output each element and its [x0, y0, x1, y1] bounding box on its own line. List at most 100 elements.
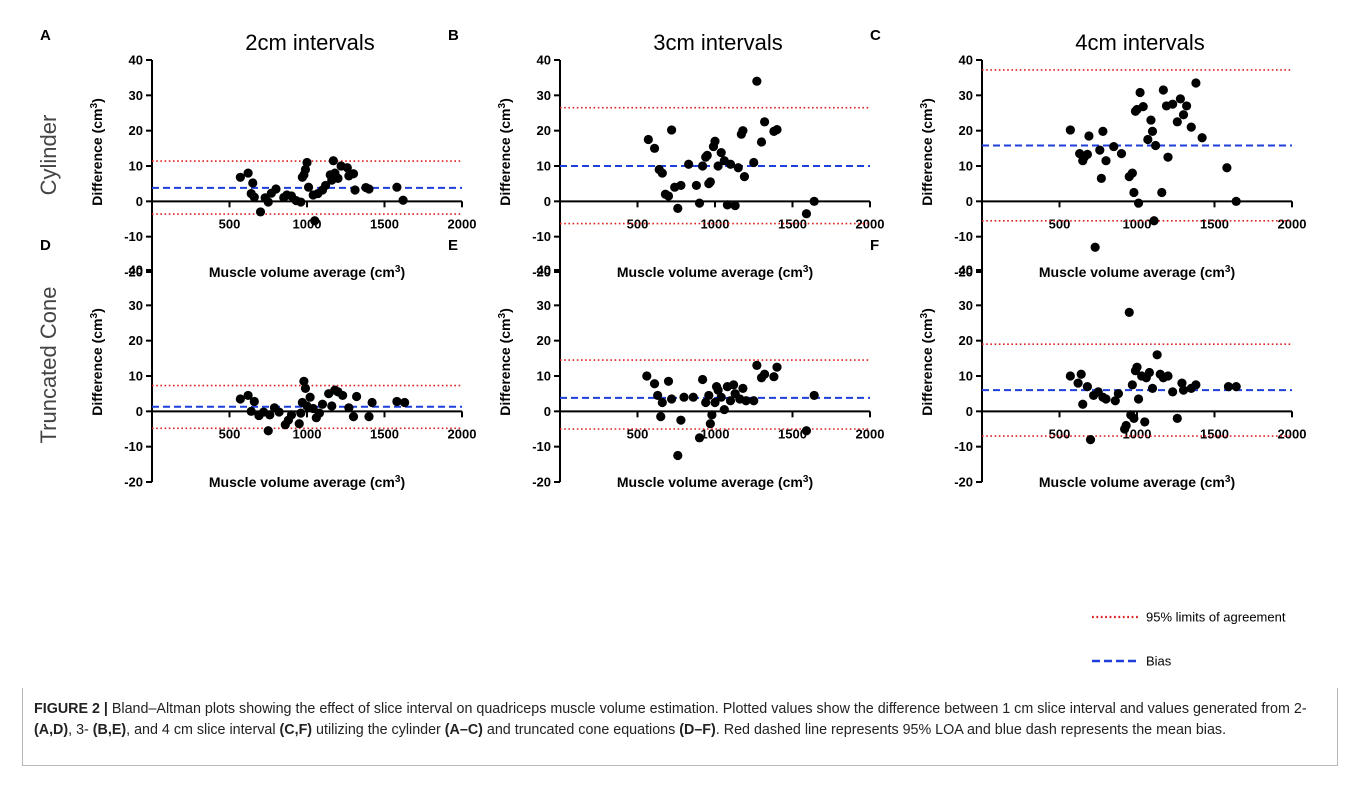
data-point [1186, 122, 1196, 132]
panel-f: F -20 -10 0 10 20 30 40 500 1000 1500 2000 Differenc… [870, 237, 1306, 490]
data-point [1149, 216, 1159, 226]
caption-frame [22, 688, 1338, 766]
y-tick-label: 20 [129, 333, 143, 348]
y-tick-label: -20 [954, 265, 973, 280]
data-point [1082, 382, 1092, 392]
data-point [243, 390, 253, 401]
y-tick-label: 40 [537, 53, 551, 68]
data-point [1133, 394, 1144, 404]
caption-part: (B,E) [92, 722, 127, 738]
data-point [752, 360, 762, 370]
x-axis-title: Muscle volume average (cm3) [209, 474, 405, 491]
data-point [1127, 380, 1137, 390]
x-axis-title: Muscle volume average (cm3) [209, 264, 405, 281]
data-point [1222, 163, 1232, 173]
data-point [679, 392, 689, 402]
x-tick-label: 2000 [1278, 426, 1307, 441]
caption-part: . Red dashed line represents 95% LOA and… [715, 722, 1227, 738]
data-point [1113, 389, 1123, 399]
column-title-3: 4cm intervals [1075, 30, 1205, 55]
data-point [1172, 117, 1182, 127]
data-point [263, 426, 273, 436]
data-point [738, 383, 748, 393]
data-point [1143, 134, 1153, 145]
legend-label-2: Bias [1146, 654, 1172, 669]
y-tick-label: 30 [129, 298, 143, 313]
y-tick-label: -20 [532, 475, 551, 490]
y-tick-label: 0 [966, 404, 973, 419]
y-tick-label: 40 [959, 263, 973, 278]
data-point [249, 192, 259, 202]
data-point [1144, 367, 1154, 378]
data-point [684, 159, 694, 169]
data-point [656, 412, 666, 422]
caption-part: and truncated cone equations [482, 722, 680, 738]
data-point [317, 399, 328, 409]
x-tick-label: 500 [219, 216, 241, 231]
caption-part: (C,F) [279, 722, 313, 738]
data-point [1065, 125, 1075, 135]
y-tick-label: 10 [537, 159, 551, 174]
y-axis-title: Difference (cm3) [497, 308, 514, 416]
data-point [1231, 382, 1241, 392]
data-point [657, 168, 667, 178]
data-point [342, 163, 352, 173]
panel-e: E -20 -10 0 10 20 30 40 500 1000 1500 2000 Differenc… [448, 237, 884, 490]
data-point [739, 172, 750, 182]
data-point [1135, 87, 1145, 98]
caption-label: FIGURE 2 | [34, 701, 108, 717]
data-point [1109, 141, 1119, 152]
y-tick-label: 20 [959, 333, 973, 348]
data-point [265, 410, 275, 420]
data-point [286, 410, 297, 420]
data-point [707, 410, 717, 420]
y-tick-label: -10 [124, 439, 143, 454]
data-point [756, 137, 767, 147]
x-tick-label: 1500 [1200, 426, 1229, 441]
data-point [772, 125, 782, 135]
data-point [303, 182, 314, 192]
data-point [1175, 94, 1185, 104]
data-point [676, 180, 686, 191]
row-title-1: Cylinder [36, 115, 61, 196]
data-point [713, 161, 723, 171]
data-point [321, 180, 331, 191]
caption-part: (A–C) [444, 722, 483, 738]
data-point [271, 184, 281, 194]
data-point [760, 369, 770, 379]
x-axis-title: Muscle volume average (cm3) [617, 264, 813, 281]
y-tick-label: 0 [136, 194, 143, 209]
data-point [246, 406, 256, 416]
data-point [1163, 152, 1173, 162]
y-tick-label: -10 [954, 439, 973, 454]
data-point [694, 433, 705, 443]
data-point [255, 207, 266, 217]
data-point [328, 156, 338, 166]
data-point [733, 163, 743, 173]
y-axis-title: Difference (cm3) [919, 308, 936, 416]
data-point [1168, 387, 1178, 397]
data-point [1177, 378, 1187, 388]
data-point [1172, 413, 1182, 423]
y-tick-label: 20 [537, 333, 551, 348]
y-tick-label: 20 [959, 123, 973, 138]
data-point [716, 392, 726, 402]
data-point [398, 195, 408, 205]
data-point [1073, 378, 1083, 388]
data-point [1133, 198, 1144, 208]
data-point [1095, 145, 1105, 155]
y-tick-label: 20 [129, 123, 143, 138]
y-tick-label: 0 [136, 404, 143, 419]
data-point [367, 397, 377, 408]
data-point [333, 173, 343, 183]
y-tick-label: 40 [129, 263, 143, 278]
data-point [673, 203, 683, 213]
data-point [1178, 385, 1189, 395]
data-point [725, 159, 736, 169]
data-point [688, 392, 698, 402]
data-point [1098, 126, 1108, 136]
y-tick-label: 30 [537, 298, 551, 313]
data-point [809, 390, 819, 401]
